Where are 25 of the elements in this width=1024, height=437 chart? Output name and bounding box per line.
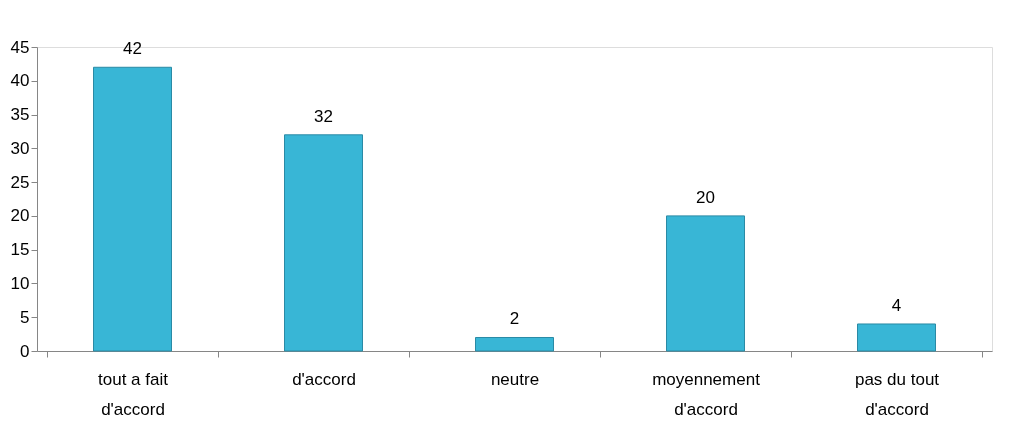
y-tick-label: 35 [10, 105, 30, 125]
bar [93, 66, 172, 352]
bar [475, 336, 554, 352]
bar [857, 323, 936, 352]
y-tick-label: 30 [10, 138, 30, 158]
x-tick-label: d'accord [292, 369, 356, 389]
y-tick-label: 25 [10, 172, 30, 192]
y-tick-label: 20 [10, 206, 30, 226]
y-tick-label: 5 [20, 307, 30, 327]
data-label: 42 [123, 39, 142, 59]
y-tick-label: 0 [20, 341, 30, 361]
data-label: 4 [891, 295, 902, 315]
x-tick-label: pas du tout d'accord [854, 369, 940, 419]
x-tick-label: neutre [490, 369, 540, 389]
bar [284, 134, 363, 352]
x-tick-label: moyennement d'accord [652, 369, 761, 419]
y-tick-label: 10 [10, 273, 30, 293]
x-tick-label: tout a fait d'accord [98, 369, 169, 419]
y-tick-label: 15 [10, 240, 30, 260]
data-label: 2 [509, 309, 520, 329]
y-tick-label: 40 [10, 71, 30, 91]
data-label: 20 [696, 187, 715, 207]
y-tick-label: 45 [10, 37, 30, 57]
bar [666, 215, 745, 352]
data-label: 32 [314, 106, 333, 126]
